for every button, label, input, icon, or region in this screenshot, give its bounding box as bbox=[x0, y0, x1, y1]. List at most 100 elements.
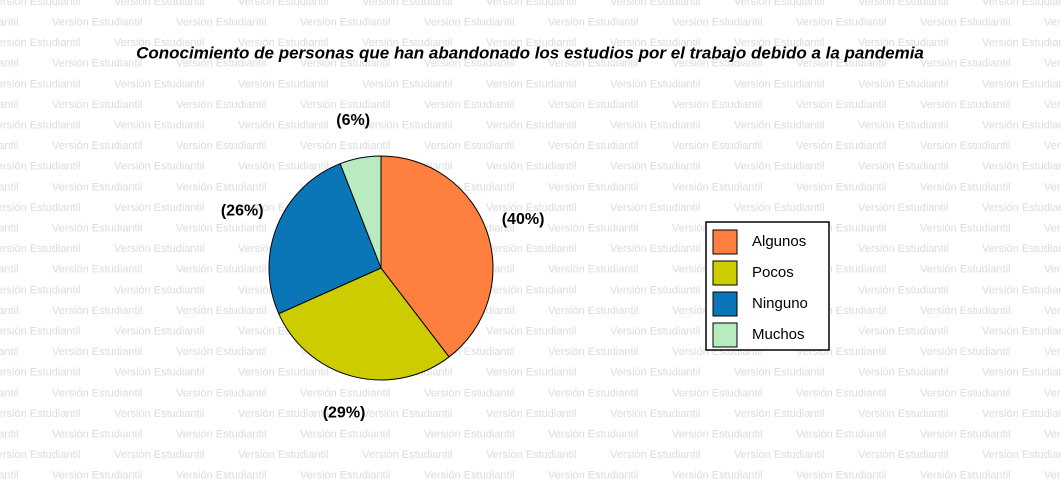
watermark-text: Versión Estudiantil bbox=[486, 78, 577, 90]
watermark-text: Versión Estudiantil bbox=[0, 305, 19, 317]
watermark-text: Versión Estudiantil bbox=[982, 161, 1061, 173]
watermark-text: Versión Estudiantil bbox=[114, 78, 205, 90]
watermark-text: Versión Estudiantil bbox=[610, 0, 701, 8]
watermark-text: Versión Estudiantil bbox=[238, 37, 329, 49]
watermark-text: Versión Estudiantil bbox=[672, 470, 763, 482]
watermark-text: Versión Estudiantil bbox=[176, 387, 267, 399]
watermark-text: Versión Estudiantil bbox=[486, 161, 577, 173]
watermark-text: Versión Estudiantil bbox=[734, 408, 825, 420]
pie-slice bbox=[339, 155, 382, 269]
watermark-text: Versión Estudiantil bbox=[858, 161, 949, 173]
watermark-text: Versión Estudiantil bbox=[1044, 181, 1061, 193]
watermark-text: Versión Estudiantil bbox=[176, 17, 267, 29]
watermark-text: Versión Estudiantil bbox=[982, 37, 1061, 49]
watermark-text: Versión Estudiantil bbox=[920, 58, 1011, 70]
data-label: (26%) bbox=[221, 202, 264, 219]
watermark-text: Versión Estudiantil bbox=[362, 408, 453, 420]
legend-swatch bbox=[712, 291, 738, 317]
watermark-text: Versión Estudiantil bbox=[114, 202, 205, 214]
watermark-text: Versión Estudiantil bbox=[486, 284, 577, 296]
watermark-text: Versión Estudiantil bbox=[920, 305, 1011, 317]
watermark-text: Versión Estudiantil bbox=[176, 140, 267, 152]
watermark-text: Versión Estudiantil bbox=[486, 120, 577, 132]
watermark-text: Versión Estudiantil bbox=[548, 99, 639, 111]
watermark-text: Versión Estudiantil bbox=[734, 367, 825, 379]
watermark-text: Versión Estudiantil bbox=[176, 346, 267, 358]
watermark-text: Versión Estudiantil bbox=[610, 161, 701, 173]
watermark-text: Versión Estudiantil bbox=[52, 223, 143, 235]
watermark-text: Versión Estudiantil bbox=[920, 264, 1011, 276]
watermark-text: Versión Estudiantil bbox=[858, 367, 949, 379]
watermark-text: Versión Estudiantil bbox=[52, 264, 143, 276]
watermark-text: Versión Estudiantil bbox=[610, 408, 701, 420]
watermark-text: Versión Estudiantil bbox=[300, 470, 391, 482]
watermark-text: Versión Estudiantil bbox=[238, 0, 329, 8]
watermark-text: Versión Estudiantil bbox=[982, 367, 1061, 379]
watermark-text: Versión Estudiantil bbox=[858, 408, 949, 420]
watermark-text: Versión Estudiantil bbox=[238, 367, 329, 379]
watermark-text: Versión Estudiantil bbox=[1044, 223, 1061, 235]
data-label: (6%) bbox=[336, 112, 370, 129]
legend-label: Ninguno bbox=[752, 295, 808, 312]
watermark-text: Versión Estudiantil bbox=[176, 264, 267, 276]
legend-swatch bbox=[712, 229, 738, 255]
watermark-text: Versión Estudiantil bbox=[52, 387, 143, 399]
watermark-text: Versión Estudiantil bbox=[858, 78, 949, 90]
watermark-text: Versión Estudiantil bbox=[548, 305, 639, 317]
watermark-text: Versión Estudiantil bbox=[0, 181, 19, 193]
watermark-text: Versión Estudiantil bbox=[610, 120, 701, 132]
watermark-text: Versión Estudiantil bbox=[982, 326, 1061, 338]
watermark-text: Versión Estudiantil bbox=[610, 367, 701, 379]
watermark-text: Versión Estudiantil bbox=[610, 37, 701, 49]
watermark-text: Versión Estudiantil bbox=[1044, 58, 1061, 70]
watermark-text: Versión Estudiantil bbox=[52, 58, 143, 70]
watermark-text: Versión Estudiantil bbox=[114, 161, 205, 173]
watermark-text: Versión Estudiantil bbox=[920, 387, 1011, 399]
watermark-text: Versión Estudiantil bbox=[858, 449, 949, 461]
watermark-text: Versión Estudiantil bbox=[0, 387, 19, 399]
watermark-text: Versión Estudiantil bbox=[176, 223, 267, 235]
watermark-text: Versión Estudiantil bbox=[362, 78, 453, 90]
watermark-text: Versión Estudiantil bbox=[610, 326, 701, 338]
watermark-text: Versión Estudiantil bbox=[486, 326, 577, 338]
legend-label: Pocos bbox=[752, 264, 794, 281]
watermark-text: Versión Estudiantil bbox=[424, 17, 515, 29]
watermark-text: Versión Estudiantil bbox=[610, 243, 701, 255]
watermark-text: Versión Estudiantil bbox=[672, 429, 763, 441]
watermark-text: Versión Estudiantil bbox=[672, 17, 763, 29]
watermark-text: Versión Estudiantil bbox=[982, 202, 1061, 214]
watermark-text: Versión Estudiantil bbox=[920, 470, 1011, 482]
watermark-text: Versión Estudiantil bbox=[610, 78, 701, 90]
watermark-text: Versión Estudiantil bbox=[300, 99, 391, 111]
watermark-text: Versión Estudiantil bbox=[982, 449, 1061, 461]
watermark-text: Versión Estudiantil bbox=[796, 17, 887, 29]
watermark-text: Versión Estudiantil bbox=[114, 367, 205, 379]
watermark-text: Versión Estudiantil bbox=[858, 202, 949, 214]
watermark-text: Versión Estudiantil bbox=[176, 181, 267, 193]
watermark-text: Versión Estudiantil bbox=[114, 37, 205, 49]
watermark-text: Versión Estudiantil bbox=[362, 37, 453, 49]
watermark-text: Versión Estudiantil bbox=[610, 202, 701, 214]
watermark-text: Versión Estudiantil bbox=[0, 0, 81, 8]
watermark-text: Versión Estudiantil bbox=[858, 326, 949, 338]
watermark-text: Versión Estudiantil bbox=[982, 0, 1061, 8]
watermark-text: Versión Estudiantil bbox=[1044, 264, 1061, 276]
watermark-text: Versión Estudiantil bbox=[548, 181, 639, 193]
watermark-text: Versión Estudiantil bbox=[238, 161, 329, 173]
watermark-text: Versión Estudiantil bbox=[176, 58, 267, 70]
watermark-text: Versión Estudiantil bbox=[858, 243, 949, 255]
watermark-text: Versión Estudiantil bbox=[672, 58, 763, 70]
watermark-text: Versión Estudiantil bbox=[486, 367, 577, 379]
watermark-text: Versión Estudiantil bbox=[796, 181, 887, 193]
pie-slice bbox=[380, 155, 494, 358]
watermark-text: Versión Estudiantil bbox=[672, 387, 763, 399]
watermark-text: Versión Estudiantil bbox=[176, 99, 267, 111]
watermark-text: Versión Estudiantil bbox=[114, 243, 205, 255]
watermark-text: Versión Estudiantil bbox=[424, 140, 515, 152]
watermark-text: Versión Estudiantil bbox=[0, 120, 81, 132]
watermark-text: Versión Estudiantil bbox=[0, 243, 81, 255]
watermark-text: Versión Estudiantil bbox=[734, 0, 825, 8]
watermark-text: Versión Estudiantil bbox=[858, 120, 949, 132]
watermark-text: Versión Estudiantil bbox=[424, 387, 515, 399]
watermark-text: Versión Estudiantil bbox=[1044, 429, 1061, 441]
